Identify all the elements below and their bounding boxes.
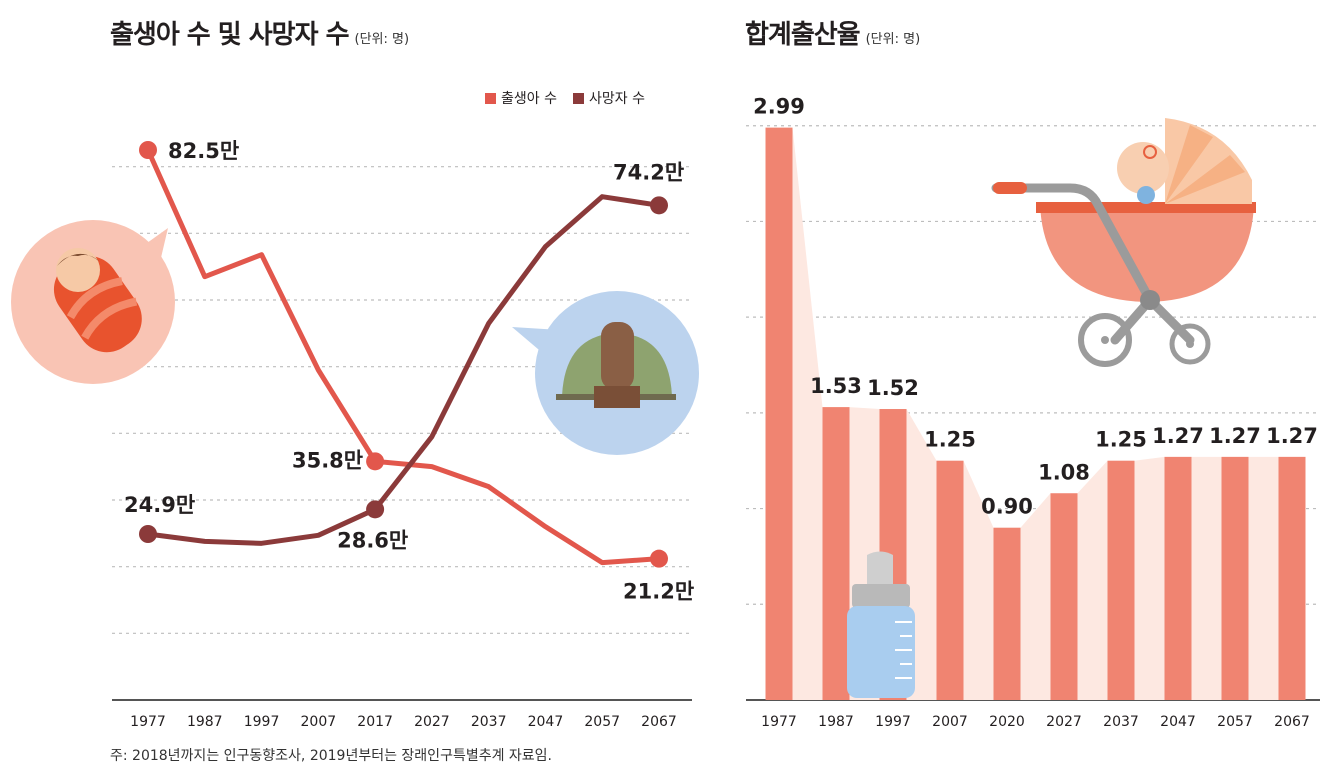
- bar-value-label: 1.25: [924, 428, 976, 452]
- baby-stroller-icon: [991, 118, 1256, 367]
- bar-value-label: 1.53: [810, 374, 862, 398]
- line-x-tick-label: 1977: [130, 714, 166, 730]
- births-point-2067: [650, 549, 668, 568]
- bar-x-tick-label: 2047: [1160, 714, 1196, 730]
- line-data-label: 24.9만: [124, 493, 195, 517]
- line-x-tick-label: 2027: [414, 714, 450, 730]
- bar-2007: [936, 460, 964, 700]
- line-x-tick-label: 2007: [301, 714, 337, 730]
- births-point-2017: [366, 452, 385, 471]
- line-data-label: 74.2만: [613, 160, 684, 184]
- legend-swatch-births: [485, 92, 496, 104]
- bar-value-label: 1.08: [1038, 460, 1090, 484]
- footnote: 주: 2018년까지는 인구동향조사, 2019년부터는 장래인구특별추계 자료…: [110, 748, 553, 764]
- bar-value-label: 2.99: [753, 95, 805, 119]
- bar-2027: [1050, 493, 1078, 700]
- legend-item-births: 출생아 수: [485, 88, 557, 108]
- bar-x-tick-label: 2007: [932, 714, 968, 730]
- deaths-point-2067: [650, 196, 668, 215]
- bar-x-tick-label: 1997: [875, 714, 911, 730]
- deaths-point-1977: [139, 525, 157, 543]
- bar-value-label: 1.27: [1152, 424, 1204, 448]
- line-x-tick-label: 2037: [471, 714, 507, 730]
- bar-x-tick-label: 1987: [818, 714, 854, 730]
- line-data-label: 35.8만: [292, 448, 363, 472]
- bar-chart-unit: (단위: 명): [865, 32, 921, 47]
- bar-x-tick-label: 2020: [989, 714, 1025, 730]
- line-chart-legend: 출생아 수 사망자 수: [485, 88, 645, 108]
- line-data-label: 21.2만: [623, 580, 694, 604]
- bar-2020: [993, 527, 1021, 700]
- bar-value-label: 1.25: [1095, 428, 1147, 452]
- births-point-1977: [139, 141, 157, 159]
- bar-2057: [1221, 456, 1249, 700]
- deaths-point-2017: [366, 500, 385, 519]
- bar-value-label: 0.90: [981, 495, 1033, 519]
- births-series-line: [145, 148, 660, 566]
- bar-1987: [822, 407, 850, 700]
- line-x-tick-label: 1997: [244, 714, 280, 730]
- line-chart-unit: (단위: 명): [354, 32, 410, 47]
- line-x-tick-label: 2067: [641, 714, 677, 730]
- deaths-series-line: [147, 194, 660, 546]
- line-data-label: 82.5만: [168, 139, 239, 163]
- baby-bottle-icon: [847, 551, 915, 698]
- bar-value-label: 1.27: [1209, 424, 1261, 448]
- bar-2037: [1107, 460, 1135, 700]
- legend-swatch-deaths: [572, 92, 584, 104]
- line-x-tick-label: 2017: [357, 714, 393, 730]
- bar-x-tick-label: 2057: [1217, 714, 1253, 730]
- line-data-label: 28.6만: [337, 528, 408, 552]
- bar-value-label: 1.52: [867, 376, 919, 400]
- bar-2067: [1278, 456, 1306, 700]
- line-x-tick-label: 1987: [187, 714, 223, 730]
- bar-2047: [1164, 456, 1192, 700]
- line-x-tick-label: 2057: [584, 714, 620, 730]
- bar-chart-title: 합계출산율 (단위: 명): [745, 20, 921, 50]
- bar-value-label: 1.27: [1266, 424, 1318, 448]
- line-chart-title: 출생아 수 및 사망자 수 (단위: 명): [110, 20, 410, 50]
- legend-item-deaths: 사망자 수: [572, 88, 645, 108]
- bar-1977: [765, 127, 793, 701]
- bar-x-tick-label: 2027: [1046, 714, 1082, 730]
- bar-x-tick-label: 2037: [1103, 714, 1139, 730]
- bar-x-tick-label: 2067: [1274, 714, 1310, 730]
- bar-x-tick-label: 1977: [761, 714, 797, 730]
- line-x-tick-label: 2047: [528, 714, 564, 730]
- swaddled-baby-icon: [11, 220, 175, 384]
- grave-mound-icon: [512, 291, 699, 455]
